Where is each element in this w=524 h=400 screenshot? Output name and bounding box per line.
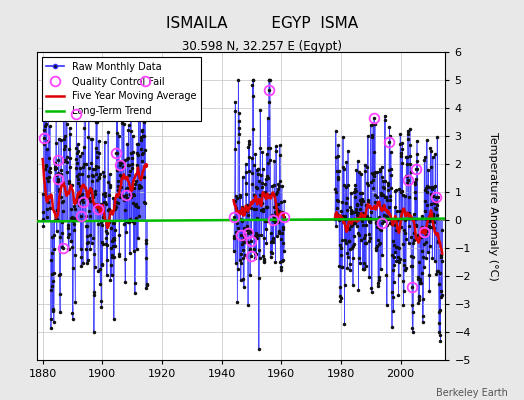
Text: Berkeley Earth: Berkeley Earth <box>436 388 508 398</box>
Text: ISMAILA         EGYP  ISMA: ISMAILA EGYP ISMA <box>166 16 358 31</box>
Y-axis label: Temperature Anomaly (°C): Temperature Anomaly (°C) <box>488 132 498 280</box>
Text: 30.598 N, 32.257 E (Egypt): 30.598 N, 32.257 E (Egypt) <box>182 40 342 53</box>
Legend: Raw Monthly Data, Quality Control Fail, Five Year Moving Average, Long-Term Tren: Raw Monthly Data, Quality Control Fail, … <box>41 57 201 121</box>
